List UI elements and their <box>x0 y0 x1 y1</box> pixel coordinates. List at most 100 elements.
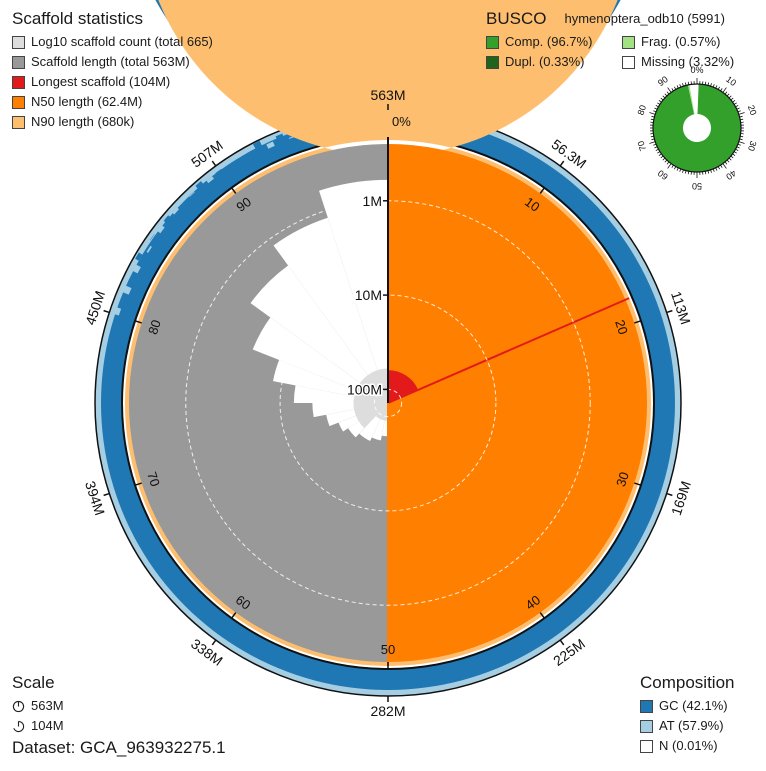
busco-tick <box>654 146 658 149</box>
outer-tick <box>559 639 565 646</box>
busco-tick <box>740 118 744 121</box>
gc-fluctuation-segment <box>244 148 251 153</box>
busco-complete-slice <box>653 84 741 172</box>
busco-tick <box>728 95 732 99</box>
gc-fluctuation-segment <box>170 206 180 215</box>
outer-tick <box>103 309 110 314</box>
busco-tick <box>732 100 736 103</box>
busco-tick <box>676 85 679 89</box>
busco-tick-label: 60 <box>656 168 670 182</box>
scaffold-length-step <box>319 179 388 403</box>
percent-tick-label: 80 <box>145 318 164 336</box>
busco-tick <box>662 157 666 161</box>
busco-tick <box>707 170 710 174</box>
busco-tick <box>722 163 727 169</box>
gc-swatch <box>640 699 653 713</box>
busco-tick <box>682 169 684 173</box>
radial-tick-label: 100M <box>347 381 382 397</box>
gc-fluctuation-segment <box>132 264 141 274</box>
outer-tick <box>559 160 565 167</box>
busco-duplicated-label: Dupl. (0.33%) <box>505 54 585 69</box>
busco-tick-label: 90 <box>656 74 670 88</box>
busco-missing-swatch <box>622 55 635 69</box>
busco-tick <box>704 171 707 175</box>
busco-tick <box>724 161 728 165</box>
at-swatch <box>640 719 653 733</box>
busco-tick-label: 50 <box>692 181 702 191</box>
percent-tick <box>231 187 237 194</box>
composition-title: Composition <box>640 673 735 692</box>
busco-tick <box>710 83 712 87</box>
busco-tick <box>664 159 668 163</box>
outer-tick <box>211 160 217 167</box>
busco-tick-label: 10 <box>724 74 738 88</box>
longest-scaffold-label: Longest scaffold (104M) <box>31 74 171 89</box>
n50-label: N50 length (62.4M) <box>31 94 143 109</box>
legend-item-gc: GC (42.1%) <box>640 696 735 716</box>
full-circle-scale-icon <box>12 700 25 712</box>
busco-header: BUSCO hymenoptera_odb10 (5991) <box>486 8 742 30</box>
busco-tick <box>655 105 659 108</box>
scaffold-count-area <box>353 368 388 429</box>
busco-tick <box>726 93 730 97</box>
legend-item-longest-scaffold: Longest scaffold (104M) <box>12 72 213 92</box>
outer-tick-label: 394M <box>82 479 108 517</box>
busco-tick <box>674 166 677 170</box>
busco-tick <box>730 97 734 101</box>
busco-tick <box>738 141 745 144</box>
gc-fluctuation-segment <box>236 158 243 163</box>
busco-tick <box>650 118 654 121</box>
legend-item-scaffold-length: Scaffold length (total 563M) <box>12 52 213 72</box>
busco-tick <box>728 157 732 161</box>
busco-tick <box>653 110 657 113</box>
gc-fluctuation-segment <box>222 159 231 166</box>
busco-tick <box>666 91 670 95</box>
legend-item-scaffold-count: Log10 scaffold count (total 665) <box>12 32 213 52</box>
gc-fluctuation-segment <box>163 215 171 223</box>
gc-fluctuation-segment <box>275 133 284 140</box>
outer-tick <box>666 309 673 314</box>
busco-tick <box>671 88 674 92</box>
busco-tick <box>710 169 712 173</box>
percent-tick-label: 40 <box>523 592 544 613</box>
scaffold-statistics-legend: Scaffold statistics Log10 scaffold count… <box>12 8 213 132</box>
busco-tick <box>682 83 684 87</box>
gc-fluctuation-segment <box>215 168 224 177</box>
busco-tick <box>666 161 670 165</box>
busco-tick <box>735 105 739 108</box>
gc-fluctuation-segment <box>206 176 214 184</box>
busco-fragmented-swatch <box>622 35 635 49</box>
busco-tick <box>657 151 661 154</box>
scale-legend: Scale 563M 104M <box>12 672 64 736</box>
busco-tick <box>726 159 730 163</box>
busco-tick <box>679 168 682 172</box>
scaffold-count-label: Log10 scaffold count (total 665) <box>31 34 213 49</box>
busco-tick <box>707 82 710 86</box>
legend-item-n: N (0.01%) <box>640 736 735 756</box>
busco-tick <box>735 148 739 151</box>
scale-total-label: 563M <box>31 698 64 713</box>
busco-lineage: hymenoptera_odb10 (5991) <box>564 11 725 26</box>
gc-fluctuation-segment <box>266 141 275 149</box>
busco-tick <box>684 170 687 174</box>
busco-tick <box>667 87 672 93</box>
radial-tick-label: 10M <box>355 287 382 303</box>
scaffold-length-label: Scaffold length (total 563M) <box>31 54 190 69</box>
scale-circle-10M <box>279 294 497 512</box>
n-swatch <box>640 739 653 753</box>
busco-tick-label: 80 <box>636 104 649 117</box>
scaffold-length-step <box>250 265 388 403</box>
scale-longest-label: 104M <box>31 718 64 733</box>
gc-fluctuation-segment <box>120 284 132 295</box>
busco-tick <box>658 100 662 103</box>
busco-tick-label: 40 <box>724 168 738 182</box>
gc-fluctuation-segment <box>252 140 263 151</box>
busco-tick <box>658 153 662 156</box>
busco-tick <box>736 146 740 149</box>
busco-tick-label: 0% <box>690 65 703 75</box>
busco-tick <box>736 107 740 110</box>
partial-circle-scale-icon <box>13 720 25 732</box>
percent-tick <box>134 320 142 324</box>
at-label: AT (57.9%) <box>659 718 724 733</box>
busco-tick <box>679 84 682 88</box>
